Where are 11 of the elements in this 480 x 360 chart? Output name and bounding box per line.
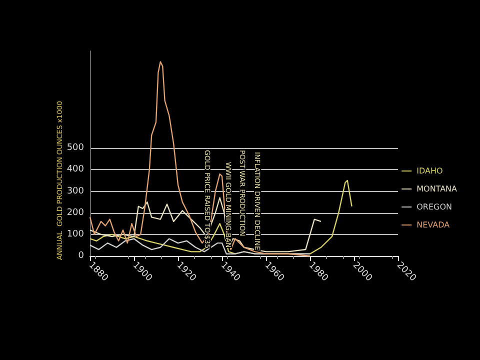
y-tick-label: 0	[78, 251, 84, 261]
y-tick-label: 200	[66, 208, 84, 218]
legend-label: NEVADA	[416, 220, 450, 230]
y-tick-label: 400	[66, 164, 84, 175]
legend-label: IDAHO	[416, 166, 443, 176]
line-series	[89, 61, 311, 257]
y-tick-label: 300	[66, 186, 84, 196]
y-tick-label: 500	[66, 143, 84, 154]
legend-label: OREGON	[416, 202, 452, 212]
legend-label: MONTANA	[416, 184, 458, 194]
y-tick-label: 100	[66, 229, 84, 240]
